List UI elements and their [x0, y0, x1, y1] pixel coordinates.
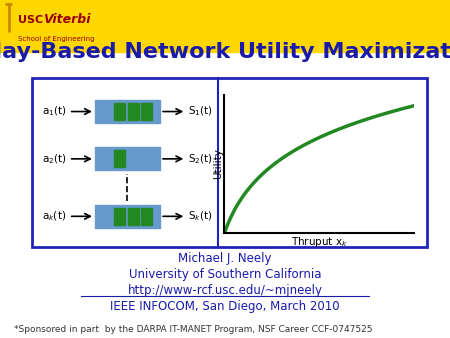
Bar [95, 205, 160, 228]
Bar [128, 208, 139, 225]
Bar [141, 103, 152, 120]
Text: Viterbi: Viterbi [43, 14, 90, 26]
Text: Michael J. Neely: Michael J. Neely [178, 252, 272, 265]
Bar [32, 78, 427, 247]
X-axis label: Thruput x$_k$: Thruput x$_k$ [291, 235, 348, 249]
Bar [114, 103, 125, 120]
Text: Delay-Based Network Utility Maximization: Delay-Based Network Utility Maximization [0, 42, 450, 63]
Bar [95, 147, 160, 170]
Text: http://www-rcf.usc.edu/~mjneely: http://www-rcf.usc.edu/~mjneely [127, 284, 323, 297]
Text: a$_k$(t): a$_k$(t) [42, 210, 67, 223]
Text: USC: USC [18, 15, 47, 25]
Text: S$_k$(t): S$_k$(t) [189, 210, 213, 223]
Text: a$_1$(t): a$_1$(t) [42, 105, 67, 118]
Text: S$_2$(t): S$_2$(t) [189, 152, 213, 166]
Text: *Sponsored in part  by the DARPA IT-MANET Program, NSF Career CCF-0747525: *Sponsored in part by the DARPA IT-MANET… [14, 325, 372, 334]
Bar [114, 208, 125, 225]
Text: a$_2$(t): a$_2$(t) [42, 152, 67, 166]
Bar [0, 0, 450, 52]
Text: School of Engineering: School of Engineering [18, 36, 94, 42]
Bar [128, 103, 139, 120]
Text: S$_1$(t): S$_1$(t) [189, 105, 213, 118]
Bar [95, 100, 160, 123]
Y-axis label: Utility: Utility [213, 148, 223, 179]
Text: IEEE INFOCOM, San Diego, March 2010: IEEE INFOCOM, San Diego, March 2010 [110, 300, 340, 313]
Bar [141, 208, 152, 225]
Bar [114, 150, 125, 167]
Text: University of Southern California: University of Southern California [129, 268, 321, 281]
